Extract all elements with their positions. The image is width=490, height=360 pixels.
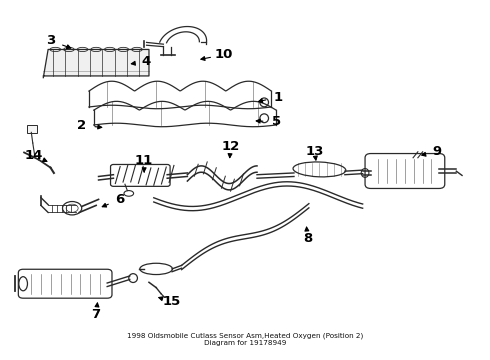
Text: 14: 14 bbox=[24, 149, 43, 162]
Text: 11: 11 bbox=[135, 154, 153, 167]
Text: 8: 8 bbox=[303, 232, 312, 245]
Text: 6: 6 bbox=[116, 193, 125, 206]
Text: 9: 9 bbox=[433, 145, 441, 158]
Polygon shape bbox=[43, 49, 149, 78]
Text: 3: 3 bbox=[46, 34, 55, 47]
Text: 1: 1 bbox=[274, 91, 283, 104]
Text: 10: 10 bbox=[214, 48, 233, 61]
Text: 1998 Oldsmobile Cutlass Sensor Asm,Heated Oxygen (Position 2)
Diagram for 191789: 1998 Oldsmobile Cutlass Sensor Asm,Heate… bbox=[127, 332, 363, 346]
Text: 4: 4 bbox=[142, 55, 151, 68]
Text: 12: 12 bbox=[221, 140, 240, 153]
Text: 7: 7 bbox=[92, 307, 101, 320]
Text: 15: 15 bbox=[163, 295, 181, 308]
Text: 5: 5 bbox=[271, 115, 281, 128]
Text: 2: 2 bbox=[77, 119, 86, 132]
FancyBboxPatch shape bbox=[27, 125, 37, 133]
Text: 13: 13 bbox=[305, 145, 324, 158]
